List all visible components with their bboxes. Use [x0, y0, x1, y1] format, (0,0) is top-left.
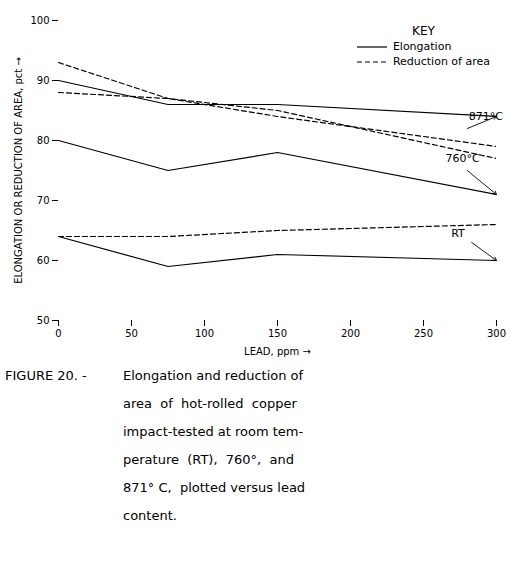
svg-text:80: 80 [37, 135, 50, 146]
svg-text:100: 100 [30, 15, 49, 26]
svg-text:250: 250 [414, 328, 433, 339]
html-text:content.: content. [123, 508, 177, 523]
svg-text:LEAD, ppm →: LEAD, ppm → [244, 346, 311, 357]
html-text:KEY: KEY [412, 24, 435, 38]
svg-text:871°C: 871°C [469, 110, 503, 123]
svg-text:200: 200 [341, 328, 360, 339]
svg-text:60: 60 [37, 255, 50, 266]
html-text:Elongation: Elongation [392, 40, 452, 53]
html-text:871° C, plotted versus lead: 871° C, plotted versus lead [123, 480, 306, 495]
html-text:impact-tested at room tem-: impact-tested at room tem- [123, 424, 304, 439]
html-text:perature (RT), 760°, and: perature (RT), 760°, and [123, 452, 294, 467]
html-text:Reduction of area: Reduction of area [392, 55, 490, 68]
svg-text:RT: RT [451, 227, 465, 240]
svg-text:50: 50 [125, 328, 138, 339]
svg-text:100: 100 [195, 328, 214, 339]
html-text:area of hot-rolled copper: area of hot-rolled copper [123, 396, 297, 411]
svg-text:760°C: 760°C [445, 152, 479, 165]
svg-text:90: 90 [37, 75, 50, 86]
html-text:Elongation and reduction of: Elongation and reduction of [123, 368, 304, 383]
svg-text:0: 0 [55, 328, 61, 339]
html-text:FIGURE 20. -: FIGURE 20. - [5, 368, 91, 383]
svg-text:70: 70 [37, 195, 50, 206]
svg-text:150: 150 [268, 328, 287, 339]
svg-text:50: 50 [37, 315, 50, 326]
svg-text:ELONGATION OR REDUCTION OF ARE: ELONGATION OR REDUCTION OF AREA, pct → [13, 57, 24, 284]
svg-text:300: 300 [487, 328, 506, 339]
